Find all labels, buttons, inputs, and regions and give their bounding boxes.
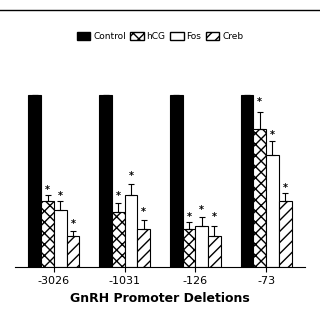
Bar xyxy=(67,236,79,267)
Text: *: * xyxy=(283,183,288,193)
Bar xyxy=(208,236,221,267)
Text: *: * xyxy=(187,212,191,222)
Bar xyxy=(124,195,137,267)
Bar xyxy=(137,229,150,267)
Text: *: * xyxy=(141,207,146,217)
Text: *: * xyxy=(199,205,204,215)
X-axis label: GnRH Promoter Deletions: GnRH Promoter Deletions xyxy=(70,292,250,305)
Text: *: * xyxy=(45,185,50,195)
Bar xyxy=(112,212,124,267)
Text: *: * xyxy=(270,130,275,140)
Bar xyxy=(253,129,266,267)
Bar xyxy=(266,155,279,267)
Legend: Control, hCG, Fos, Creb: Control, hCG, Fos, Creb xyxy=(73,29,247,45)
Bar xyxy=(28,95,41,267)
Bar xyxy=(99,95,112,267)
Text: *: * xyxy=(257,97,262,107)
Text: *: * xyxy=(212,212,217,222)
Bar xyxy=(54,210,67,267)
Text: *: * xyxy=(58,191,63,202)
Bar xyxy=(170,95,183,267)
Bar xyxy=(241,95,253,267)
Text: *: * xyxy=(116,191,121,202)
Bar xyxy=(196,226,208,267)
Bar xyxy=(279,202,292,267)
Bar xyxy=(41,202,54,267)
Text: *: * xyxy=(129,171,133,181)
Bar xyxy=(183,229,196,267)
Text: *: * xyxy=(70,219,76,229)
